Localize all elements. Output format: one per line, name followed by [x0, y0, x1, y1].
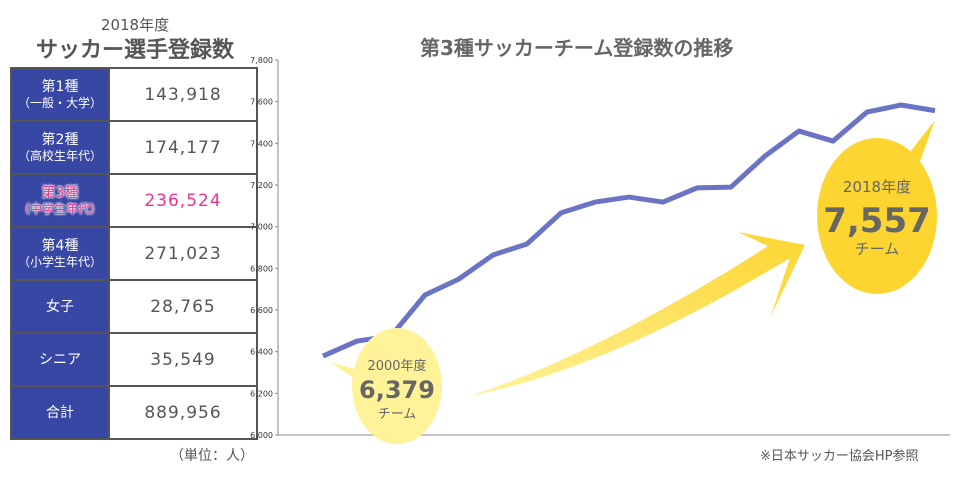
- annotation-value: 6,379: [359, 376, 435, 404]
- row-value: 889,956: [108, 385, 258, 440]
- table-row: シニア 35,549: [10, 332, 258, 387]
- y-tick-label: 6,400: [250, 348, 273, 357]
- table-row: 女子 28,765: [10, 279, 258, 334]
- row-label-text: 女子: [46, 298, 74, 315]
- callout-2018: [817, 138, 937, 294]
- row-value: 271,023: [108, 226, 258, 281]
- chart-title: 第3種サッカーチーム登録数の推移: [420, 36, 734, 60]
- table-row: 合計 889,956: [10, 385, 258, 440]
- y-tick-label: 7,800: [250, 56, 273, 65]
- table-row: 第3種 （中学生年代） 236,524: [10, 173, 258, 228]
- table-year-label: 2018年度: [100, 16, 170, 34]
- registration-table: 第1種 （一般・大学） 143,918 第2種 （高校生年代） 174,177 第3種 （中学…: [10, 67, 258, 440]
- y-tick-label: 7,600: [250, 98, 273, 107]
- y-tick-label: 6,600: [250, 306, 273, 315]
- row-label: 第4種 （小学生年代）: [10, 226, 110, 281]
- source-note: ※日本サッカー協会HP参照: [760, 449, 919, 464]
- row-value: 35,549: [108, 332, 258, 387]
- y-tick-label: 7,000: [250, 223, 273, 232]
- table-row: 第4種 （小学生年代） 271,023: [10, 226, 258, 281]
- y-tick-label: 7,200: [250, 181, 273, 190]
- annotation-value: 7,557: [823, 201, 931, 241]
- row-sublabel: （高校生年代）: [17, 148, 102, 163]
- annotation-year: 2018年度: [843, 178, 911, 196]
- y-tick-label: 7,400: [250, 139, 273, 148]
- row-label: シニア: [10, 332, 110, 387]
- callout-2000: [352, 328, 442, 444]
- row-label: 第3種 （中学生年代）: [10, 173, 110, 228]
- row-label: 第2種 （高校生年代）: [10, 120, 110, 175]
- row-label-text: 第1種: [41, 78, 79, 95]
- row-label: 第1種 （一般・大学）: [10, 67, 110, 122]
- row-value: 174,177: [108, 120, 258, 175]
- row-sublabel: （小学生年代）: [17, 254, 102, 269]
- row-sublabel: （一般・大学）: [17, 95, 102, 110]
- table-row: 第1種 （一般・大学） 143,918: [10, 67, 258, 122]
- table-title: サッカー選手登録数: [35, 38, 234, 63]
- y-tick-label: 6,200: [250, 389, 273, 398]
- row-label-text: 第3種: [41, 184, 79, 201]
- table-row: 第2種 （高校生年代） 174,177: [10, 120, 258, 175]
- row-label-text: シニア: [39, 351, 81, 368]
- row-value: 143,918: [108, 67, 258, 122]
- y-tick-label: 6,000: [250, 431, 273, 440]
- unit-label: （単位：人）: [170, 448, 254, 464]
- row-value: 236,524: [108, 173, 258, 228]
- row-label: 合計: [10, 385, 110, 440]
- row-label-text: 合計: [46, 404, 74, 421]
- annotation-unit: チーム: [855, 240, 900, 258]
- annotation-year: 2000年度: [367, 358, 426, 374]
- row-label-text: 第2種: [41, 131, 79, 148]
- growth-arrow: [470, 232, 805, 396]
- annotation-unit: チーム: [378, 407, 417, 422]
- row-label: 女子: [10, 279, 110, 334]
- row-value: 28,765: [108, 279, 258, 334]
- y-tick-label: 6,800: [250, 264, 273, 273]
- row-label-text: 第4種: [41, 237, 79, 254]
- row-sublabel: （中学生年代）: [17, 201, 102, 216]
